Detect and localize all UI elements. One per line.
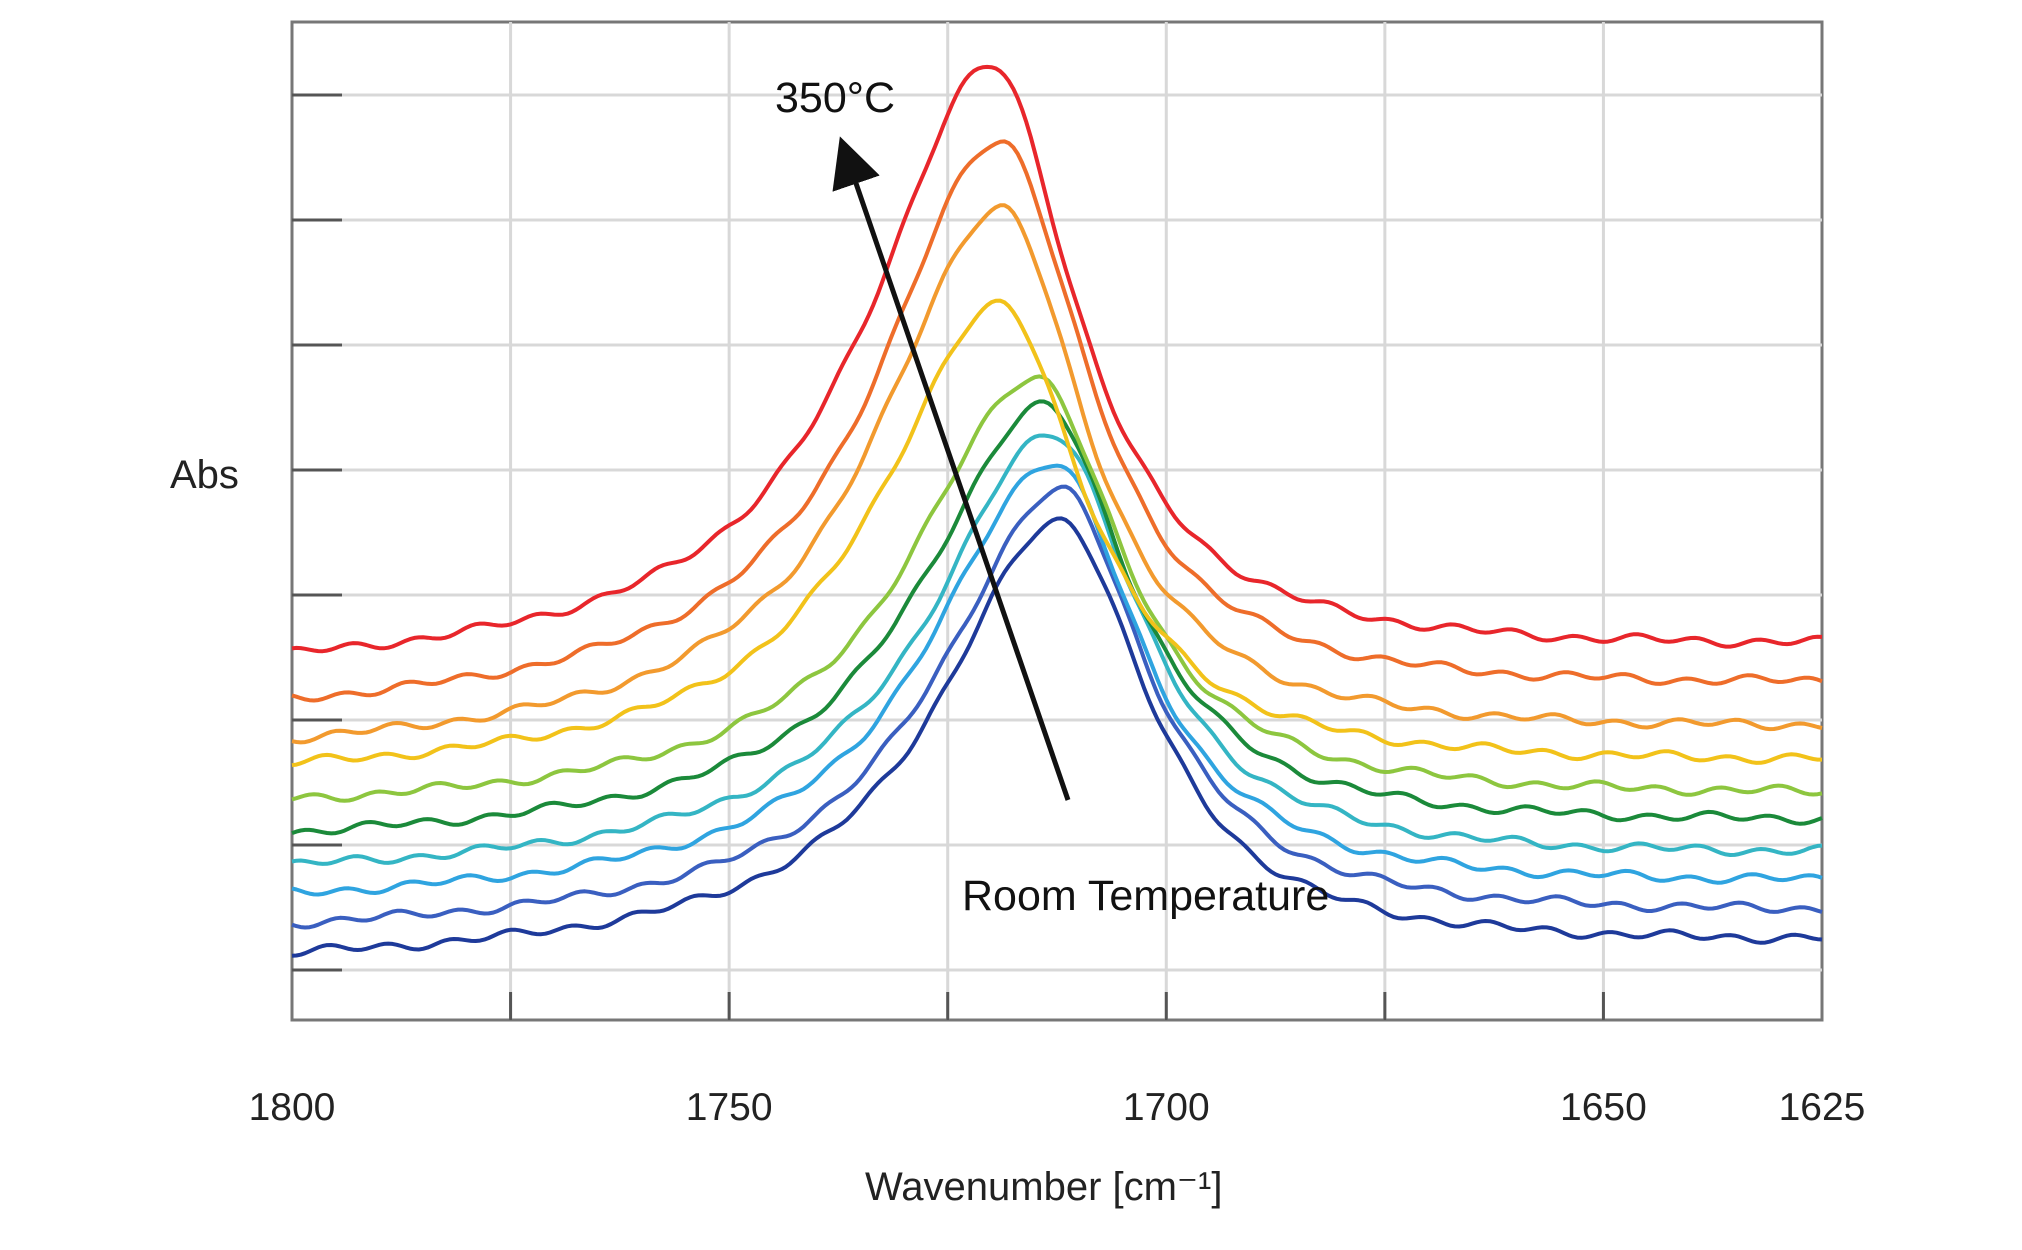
series-line-6 bbox=[291, 298, 1822, 768]
series-line-3 bbox=[291, 433, 1823, 866]
series-line-7 bbox=[291, 203, 1823, 745]
series-line-2 bbox=[291, 463, 1823, 897]
x-tick-labels: 1800 1750 1700 1650 1625 bbox=[249, 1086, 1866, 1129]
x-tick-label-4: 1625 bbox=[1779, 1086, 1866, 1129]
x-tick-label-3: 1650 bbox=[1560, 1086, 1647, 1129]
y-axis-label: Abs bbox=[170, 453, 239, 497]
series-group bbox=[291, 64, 1823, 958]
y-axis-ticks bbox=[292, 93, 342, 972]
series-line-1 bbox=[291, 484, 1823, 930]
x-tick-label-2: 1700 bbox=[1123, 1086, 1210, 1129]
plot-area bbox=[290, 20, 1824, 1022]
series-line-0 bbox=[291, 516, 1823, 958]
temperature-arrow bbox=[832, 136, 1071, 801]
series-line-9 bbox=[291, 64, 1823, 654]
series-line-8 bbox=[291, 139, 1823, 703]
x-axis-ticks bbox=[509, 992, 1605, 1020]
annotation-bottom: Room Temperature bbox=[962, 872, 1329, 920]
x-axis-label: Wavenumber [cm⁻¹] bbox=[865, 1165, 1222, 1209]
x-tick-label-1: 1750 bbox=[686, 1086, 773, 1129]
annotation-top: 350°C bbox=[775, 74, 895, 122]
series-line-5 bbox=[291, 374, 1823, 803]
x-tick-label-0: 1800 bbox=[249, 1086, 336, 1129]
